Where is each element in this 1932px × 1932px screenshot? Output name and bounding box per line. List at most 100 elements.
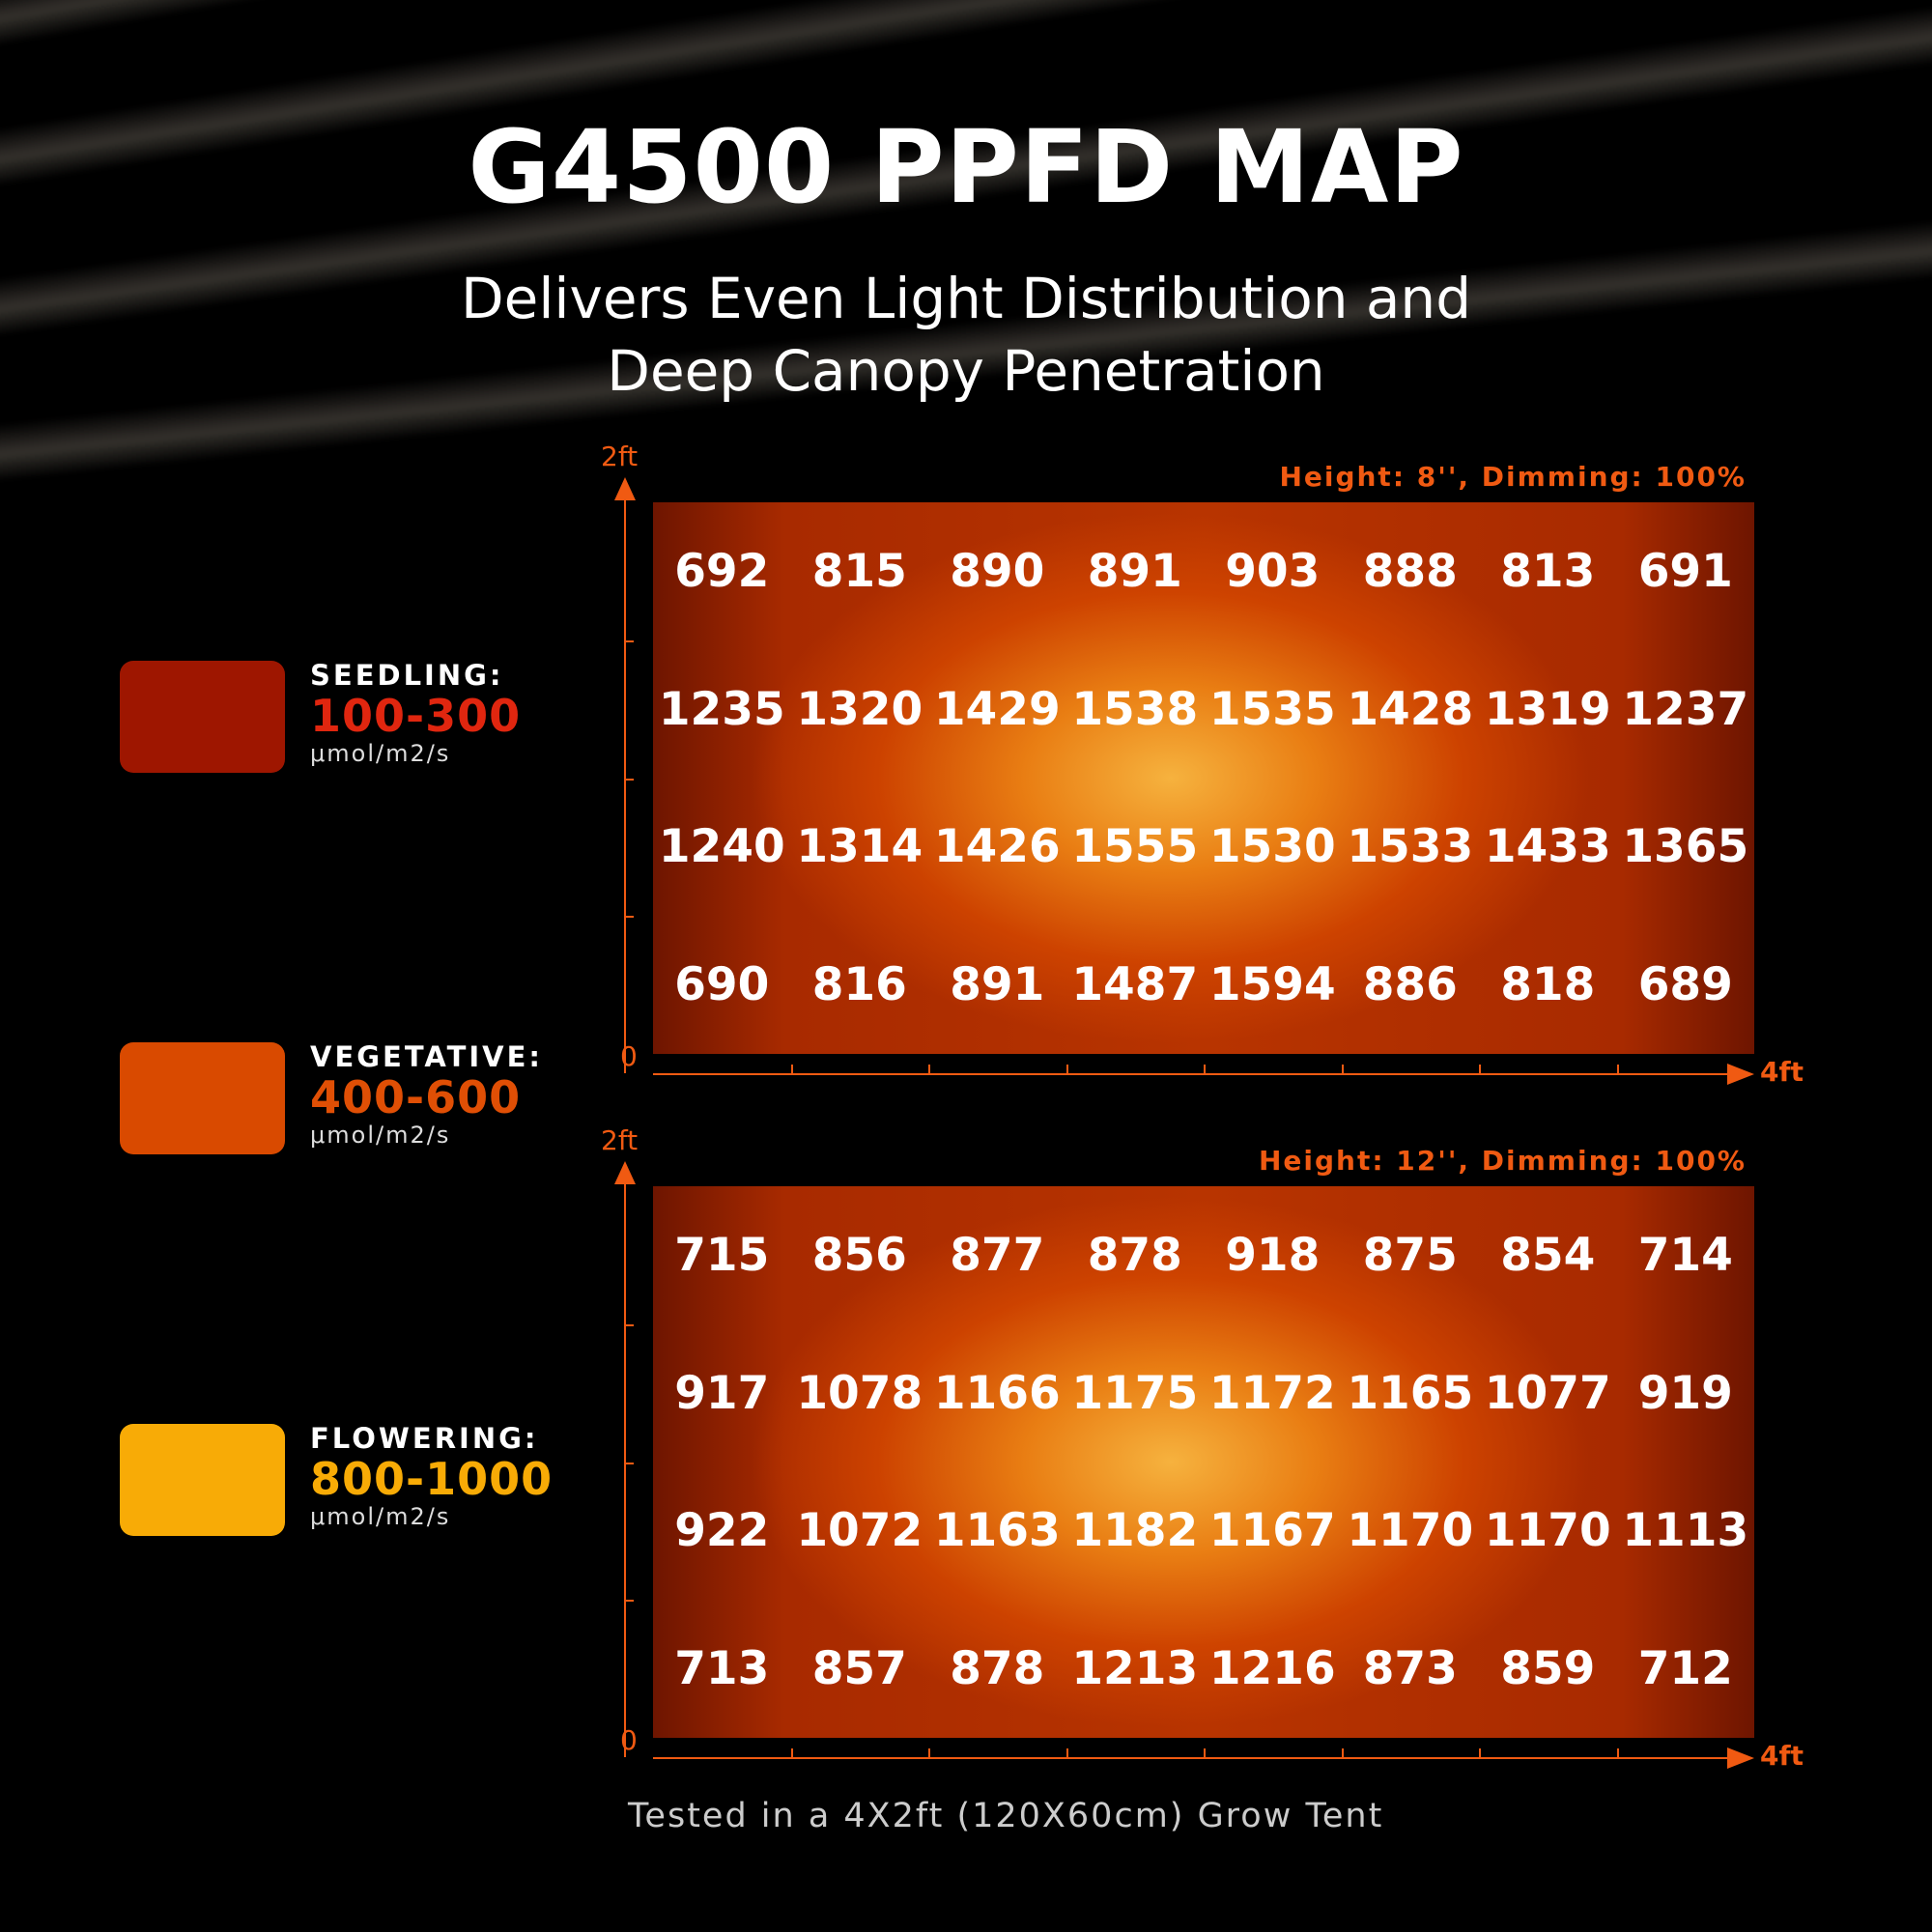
ppfd-cell: 856 (811, 1228, 907, 1282)
ppfd-cell: 818 (1500, 958, 1596, 1012)
ppfd-cell: 1555 (1071, 820, 1199, 874)
x-axis-end-label: 4ft (1760, 1056, 1804, 1088)
ppfd-cell: 713 (674, 1642, 770, 1696)
legend-unit: μmol/m2/s (310, 740, 451, 767)
ppfd-cell: 1237 (1622, 682, 1749, 736)
ppfd-cell: 1319 (1484, 682, 1611, 736)
ppfd-cell: 1428 (1347, 682, 1474, 736)
legend-swatch-0 (120, 661, 285, 773)
ppfd-cell: 1235 (658, 682, 785, 736)
y-axis-start-label: 0 (620, 1040, 638, 1072)
x-tick (1204, 1748, 1206, 1757)
ppfd-cell: 1429 (933, 682, 1061, 736)
ppfd-cell: 1113 (1622, 1504, 1749, 1558)
ppfd-cell: 1078 (796, 1366, 923, 1420)
ppfd-cell: 873 (1362, 1642, 1458, 1696)
ppfd-cell: 816 (811, 958, 907, 1012)
ppfd-cell: 1535 (1208, 682, 1336, 736)
ppfd-cell: 1167 (1208, 1504, 1336, 1558)
ppfd-cell: 1538 (1071, 682, 1199, 736)
ppfd-cell: 1172 (1208, 1366, 1336, 1420)
x-tick (1065, 1065, 1068, 1073)
legend-range: 400-600 (310, 1071, 522, 1123)
footer-note: Tested in a 4X2ft (120X60cm) Grow Tent (628, 1797, 1384, 1835)
x-tick (1341, 1065, 1344, 1073)
y-tick (625, 639, 634, 642)
ppfd-cell: 714 (1637, 1228, 1733, 1282)
ppfd-cell: 1426 (933, 820, 1061, 874)
ppfd-cell: 886 (1362, 958, 1458, 1012)
ppfd-cell: 689 (1637, 958, 1733, 1012)
x-tick (790, 1748, 793, 1757)
ppfd-cell: 1077 (1484, 1366, 1611, 1420)
ppfd-cell: 859 (1500, 1642, 1596, 1696)
ppfd-cell: 1182 (1071, 1504, 1199, 1558)
legend-entry-2: FLOWERING: 800-1000 μmol/m2/s (310, 1422, 553, 1530)
x-tick (1616, 1748, 1619, 1757)
ppfd-cell: 857 (811, 1642, 907, 1696)
ppfd-cell: 1240 (658, 820, 785, 874)
ppfd-cell: 1170 (1484, 1504, 1611, 1558)
ppfd-cell: 691 (1637, 544, 1733, 598)
subtitle-line-1: Delivers Even Light Distribution and (460, 266, 1472, 331)
y-axis-start-label: 0 (620, 1724, 638, 1756)
ppfd-cell: 1594 (1208, 958, 1336, 1012)
x-axis-line (653, 1073, 1735, 1075)
ppfd-cell: 715 (674, 1228, 770, 1282)
x-tick (1204, 1065, 1206, 1073)
x-axis-arrow-icon (1727, 1747, 1754, 1769)
ppfd-cell: 1533 (1347, 820, 1474, 874)
ppfd-cell: 903 (1225, 544, 1321, 598)
x-tick (1341, 1748, 1344, 1757)
legend-name: VEGETATIVE: (310, 1040, 544, 1073)
ppfd-heatmap-1: 715 856 877 878 918 875 854 714 917 1078 1166 1175 1… (653, 1186, 1754, 1738)
x-axis-arrow-icon (1727, 1064, 1754, 1085)
heatmap-gradient (653, 502, 1754, 1054)
legend-swatch-1 (120, 1042, 285, 1154)
y-tick (625, 1600, 634, 1603)
ppfd-cell: 919 (1637, 1366, 1733, 1420)
ppfd-cell: 890 (950, 544, 1045, 598)
ppfd-cell: 1365 (1622, 820, 1749, 874)
subtitle-line-2: Deep Canopy Penetration (607, 338, 1325, 404)
ppfd-cell: 1487 (1071, 958, 1199, 1012)
ppfd-heatmap-0: 692 815 890 891 903 888 813 691 1235 1320 1429 1538… (653, 502, 1754, 1054)
y-axis-arrow-icon (614, 1161, 636, 1184)
ppfd-cell: 1175 (1071, 1366, 1199, 1420)
y-axis-end-label: 2ft (601, 440, 639, 472)
ppfd-cell: 1072 (796, 1504, 923, 1558)
ppfd-cell: 917 (674, 1366, 770, 1420)
ppfd-cell: 854 (1500, 1228, 1596, 1282)
x-tick (928, 1065, 930, 1073)
test-condition-label: Height: 8'', Dimming: 100% (1279, 461, 1747, 493)
ppfd-cell: 877 (950, 1228, 1045, 1282)
ppfd-cell: 1165 (1347, 1366, 1474, 1420)
y-axis-arrow-icon (614, 477, 636, 500)
y-tick (625, 916, 634, 919)
ppfd-cell: 891 (950, 958, 1045, 1012)
legend-range: 800-1000 (310, 1453, 554, 1505)
y-tick (625, 1323, 634, 1326)
ppfd-cell: 922 (674, 1504, 770, 1558)
ppfd-cell: 1314 (796, 820, 923, 874)
ppfd-cell: 815 (811, 544, 907, 598)
x-tick (928, 1748, 930, 1757)
ppfd-cell: 1320 (796, 682, 923, 736)
legend-range: 100-300 (310, 690, 522, 742)
ppfd-cell: 875 (1362, 1228, 1458, 1282)
heatmap-gradient (653, 1186, 1754, 1738)
legend-name: FLOWERING: (310, 1422, 539, 1455)
y-axis-line (624, 1179, 626, 1757)
ppfd-cell: 1170 (1347, 1504, 1474, 1558)
legend-unit: μmol/m2/s (310, 1122, 451, 1149)
legend-swatch-2 (120, 1424, 285, 1536)
y-tick (625, 1462, 634, 1464)
y-axis-end-label: 2ft (601, 1124, 639, 1156)
ppfd-cell: 692 (674, 544, 770, 598)
x-tick (1065, 1748, 1068, 1757)
legend-entry-1: VEGETATIVE: 400-600 μmol/m2/s (310, 1040, 543, 1149)
y-axis-line (624, 495, 626, 1073)
ppfd-cell: 891 (1087, 544, 1182, 598)
x-tick (1479, 1748, 1481, 1757)
ppfd-cell: 1213 (1071, 1642, 1199, 1696)
